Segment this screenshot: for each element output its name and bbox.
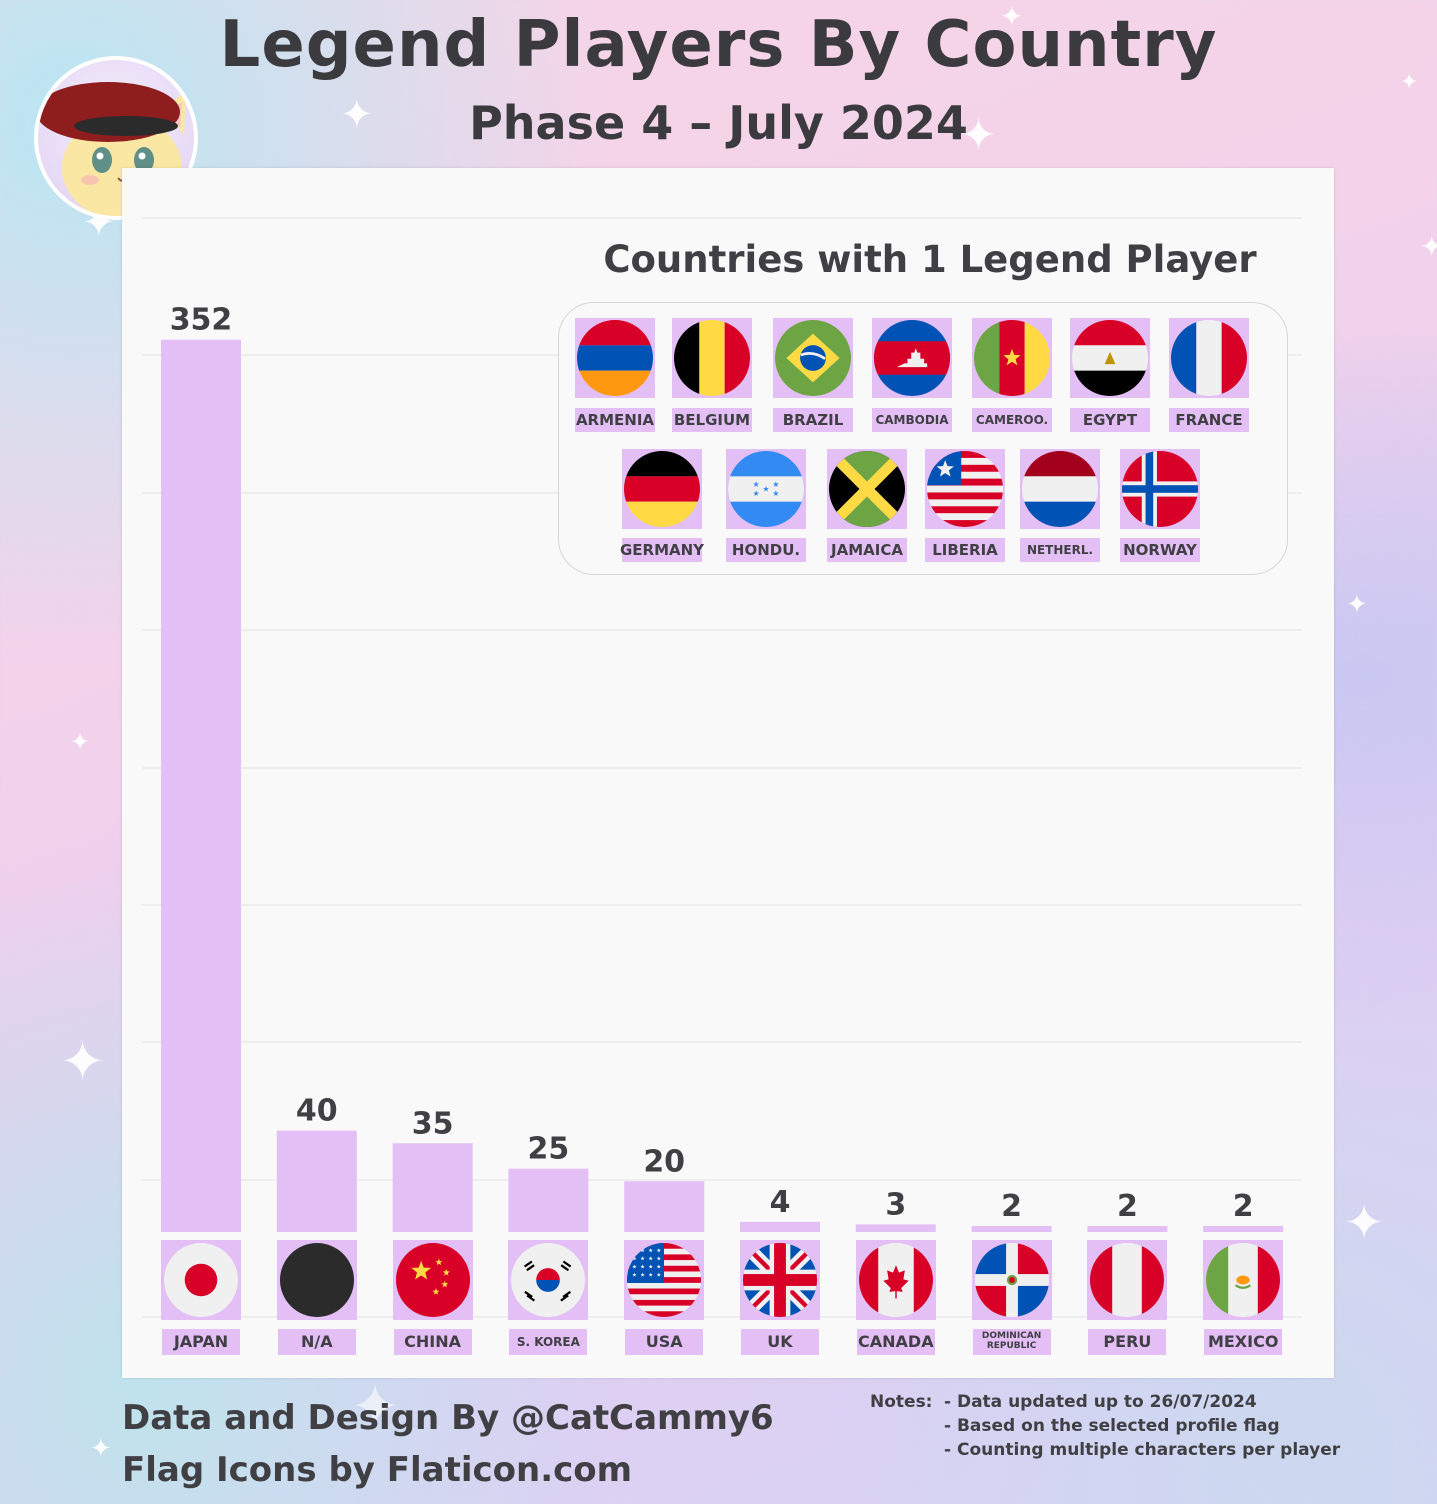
dominican-republic-flag-icon: [971, 1240, 1052, 1320]
note-item: - Data updated up to 26/07/2024: [944, 1392, 1257, 1412]
bar-value-label: 2: [1233, 1189, 1254, 1224]
bar-uk: [740, 1221, 820, 1232]
germany-flag-icon: [622, 449, 702, 529]
sparkle-decoration: ✦: [1420, 230, 1437, 263]
x-tick-label: CANADA: [856, 1329, 935, 1355]
bar-value-label: 25: [528, 1132, 570, 1167]
honduras-flag-icon: [726, 449, 806, 529]
sparkle-decoration: ✦: [1344, 1195, 1385, 1251]
cambodia-flag-icon: [872, 318, 952, 398]
na-black-circle-icon: [276, 1240, 357, 1320]
south-korea-flag-icon: [508, 1240, 589, 1320]
japan-flag-icon: [161, 1240, 241, 1320]
x-tick-label: UK: [741, 1329, 819, 1355]
bar-value-label: 3: [885, 1187, 906, 1222]
x-tick-label: PERU: [1088, 1329, 1167, 1355]
bar-value-label: 20: [643, 1144, 685, 1179]
credit-design: Data and Design By @CatCammy6: [122, 1398, 774, 1438]
sparkle-decoration: ✦: [1346, 590, 1368, 620]
bar-value-label: 2: [1117, 1189, 1138, 1224]
liberia-flag-icon: [925, 449, 1005, 529]
brazil-flag-icon: [773, 318, 853, 398]
bar-usa: [624, 1181, 705, 1232]
inset-country-label: NORWAY: [1120, 538, 1200, 562]
china-flag-icon: [392, 1240, 473, 1320]
inset-country-label: CAMBODIA: [872, 408, 952, 432]
egypt-flag-icon: [1070, 318, 1150, 398]
inset-country-label: NETHERL.: [1020, 538, 1100, 562]
inset-country-label: ARMENIA: [575, 408, 655, 432]
norway-flag-icon: [1120, 449, 1200, 529]
inset-country-label: EGYPT: [1070, 408, 1150, 432]
note-item: - Based on the selected profile flag: [944, 1416, 1280, 1436]
x-tick-label: DOMINICAN REPUBLIC: [972, 1329, 1051, 1355]
sparkle-decoration: ✦: [1000, 0, 1024, 33]
inset-title: Countries with 1 Legend Player: [603, 238, 1257, 281]
x-tick-label: CHINA: [393, 1329, 472, 1355]
france-flag-icon: [1169, 318, 1249, 398]
chart-title: Legend Players By Country: [219, 8, 1218, 82]
bar-mexico: [1203, 1226, 1284, 1232]
inset-country-label: FRANCE: [1169, 408, 1249, 432]
sparkle-decoration: ✦: [70, 728, 91, 756]
peru-flag-icon: [1087, 1240, 1168, 1320]
credit-flag-icons: Flag Icons by Flaticon.com: [122, 1450, 633, 1490]
x-tick-label: MEXICO: [1204, 1329, 1283, 1355]
canada-flag-icon: [855, 1240, 936, 1320]
bar-value-label: 35: [412, 1106, 454, 1141]
sparkle-decoration: ✦: [340, 92, 374, 138]
notes-label: Notes:: [870, 1392, 933, 1412]
inset-country-label: JAMAICA: [827, 538, 907, 562]
bar-value-label: 352: [170, 303, 233, 338]
inset-country-label: HONDU.: [726, 538, 806, 562]
inset-country-label: BRAZIL: [773, 408, 853, 432]
chart-subtitle: Phase 4 – July 2024: [469, 96, 968, 150]
armenia-flag-icon: [575, 318, 655, 398]
sparkle-decoration: ✦: [350, 1372, 401, 1442]
sparkle-decoration: ✦: [960, 110, 997, 161]
note-item: - Counting multiple characters per playe…: [944, 1440, 1341, 1460]
bar-japan: [161, 339, 241, 1232]
mexico-flag-icon: [1203, 1240, 1284, 1320]
cameroon-flag-icon: [972, 318, 1052, 398]
bar-china: [392, 1143, 473, 1232]
bar-value-label: 4: [770, 1185, 791, 1220]
sparkle-decoration: ✦: [1400, 70, 1419, 95]
inset-country-label: LIBERIA: [925, 538, 1005, 562]
inset-country-label: GERMANY: [620, 538, 704, 562]
bar-n-a: [276, 1130, 357, 1232]
sparkle-decoration: ✦: [60, 1030, 106, 1093]
inset-country-label: BELGIUM: [672, 408, 752, 432]
sparkle-decoration: ✦: [90, 1434, 112, 1464]
uk-flag-icon: [740, 1240, 820, 1320]
bar-dominican-republic: [971, 1226, 1052, 1232]
inset-country-label: CAMEROO.: [972, 408, 1052, 432]
bar-canada: [855, 1224, 936, 1232]
bar-s-korea: [508, 1168, 589, 1232]
bar-value-label: 2: [1001, 1189, 1022, 1224]
x-tick-label: S. KOREA: [509, 1329, 588, 1355]
x-tick-label: USA: [625, 1329, 704, 1355]
usa-flag-icon: [624, 1240, 705, 1320]
x-tick-label: JAPAN: [162, 1329, 240, 1355]
bar-value-label: 40: [296, 1094, 338, 1129]
jamaica-flag-icon: [827, 449, 907, 529]
netherlands-flag-icon: [1020, 449, 1100, 529]
bar-peru: [1087, 1226, 1168, 1232]
bar-chart: 352 40 35 25 20 4 3 2 2 2: [142, 217, 1302, 1318]
belgium-flag-icon: [672, 318, 752, 398]
x-tick-label: N/A: [277, 1329, 356, 1355]
